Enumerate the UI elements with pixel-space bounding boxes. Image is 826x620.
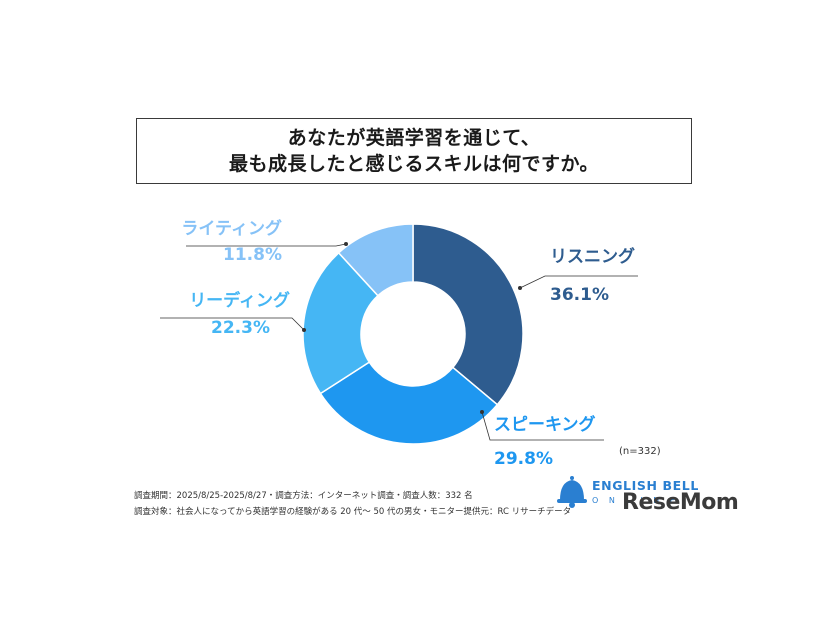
sample-size-label: (n=332) xyxy=(619,446,661,457)
slice-3 xyxy=(302,251,379,395)
watermark-logo: ReseMom xyxy=(622,490,739,515)
leader-dot-2 xyxy=(480,410,484,414)
slice-label-2: スピーキング xyxy=(494,414,596,435)
slice-2 xyxy=(319,361,499,445)
leader-dot-3 xyxy=(302,328,306,332)
brand-logo: ENGLISH BELL O N L I N E ReseMom xyxy=(552,470,739,516)
leader-line-3 xyxy=(160,317,305,331)
leader-line-4 xyxy=(186,243,347,247)
survey-target-footnote: 調査対象：社会人になってから英語学習の経験がある 20 代～ 50 代の男女・モ… xyxy=(134,507,572,517)
leader-dot-4 xyxy=(344,242,348,246)
leader-line-2 xyxy=(481,411,604,441)
slice-1 xyxy=(412,223,524,406)
bell-icon xyxy=(557,476,587,508)
survey-period-footnote: 調査期間：2025/8/25-2025/8/27・調査方法：インターネット調査・… xyxy=(134,491,473,501)
slice-value-4: 11.8% xyxy=(223,245,282,265)
slice-value-2: 29.8% xyxy=(494,449,553,469)
slice-value-1: 36.1% xyxy=(550,285,609,305)
brand-subtitle: O N L I N E xyxy=(592,496,679,505)
chart-title-line-1: あなたが英語学習を通じて、 xyxy=(287,127,541,149)
leader-line-1 xyxy=(519,275,638,289)
slice-label-3: リーディング xyxy=(189,290,290,311)
leader-dot-1 xyxy=(518,286,522,290)
chart-title-line-2: 最も成長したと感じるスキルは何ですか。 xyxy=(228,153,600,175)
brand-name: ENGLISH BELL xyxy=(592,478,699,493)
chart-title-box: あなたが英語学習を通じて、 最も成長したと感じるスキルは何ですか。 xyxy=(136,118,692,184)
slice-4 xyxy=(337,223,414,297)
slice-value-3: 22.3% xyxy=(211,318,270,338)
slice-label-1: リスニング xyxy=(550,246,635,267)
slice-label-4: ライティング xyxy=(181,218,282,239)
